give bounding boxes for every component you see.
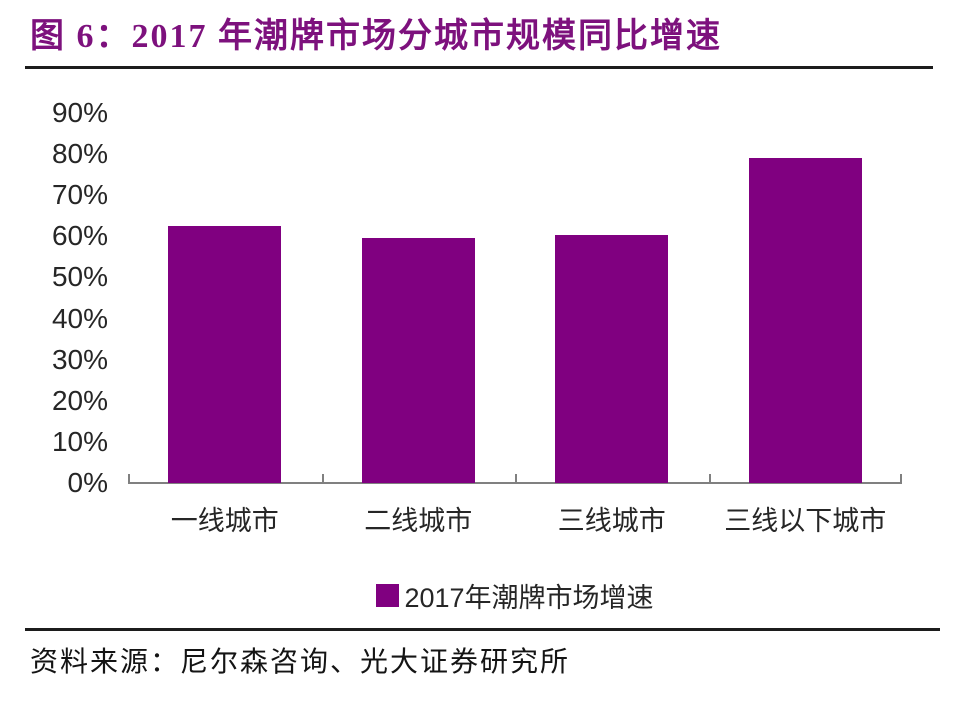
x-axis-label: 二线城市 xyxy=(364,506,473,536)
bar-三线城市 xyxy=(555,235,669,483)
x-axis-line xyxy=(128,482,902,484)
title-divider xyxy=(25,66,933,69)
x-axis-label: 一线城市 xyxy=(170,506,279,536)
x-axis-label: 三线以下城市 xyxy=(724,506,887,536)
bar-一线城市 xyxy=(168,226,282,483)
figure-title: 图 6：2017 年潮牌市场分城市规模同比增速 xyxy=(30,18,722,55)
y-axis-tick-label: 0% xyxy=(67,467,108,498)
plot-area xyxy=(128,113,902,484)
source-divider xyxy=(25,628,940,631)
x-axis-tick xyxy=(900,474,902,483)
x-axis-tick xyxy=(128,474,130,483)
legend: 2017年潮牌市场增速 xyxy=(128,576,902,615)
x-axis-labels: 一线城市 二线城市 三线城市 三线以下城市 xyxy=(128,499,902,538)
bar-二线城市 xyxy=(361,238,475,483)
x-axis-tick xyxy=(708,474,711,483)
y-axis-tick-label: 70% xyxy=(51,179,108,211)
y-axis-tick-label: 60% xyxy=(51,220,108,252)
y-axis-tick-label: 10% xyxy=(51,425,108,457)
y-axis-tick-label: 40% xyxy=(51,302,108,334)
y-axis-tick-label: 80% xyxy=(51,138,108,170)
y-axis-tick-label: 50% xyxy=(51,261,108,293)
bar-三线以下城市 xyxy=(748,158,862,483)
x-axis-tick xyxy=(321,474,324,483)
legend-swatch xyxy=(376,584,400,607)
x-axis-tick xyxy=(515,474,517,483)
y-axis-tick-label: 30% xyxy=(51,343,108,375)
x-axis-label: 三线城市 xyxy=(557,506,666,536)
y-axis-tick-label: 20% xyxy=(51,384,108,416)
y-axis-tick-label: 90% xyxy=(51,97,108,128)
legend-label: 2017年潮牌市场增速 xyxy=(404,583,654,613)
source-note: 资料来源：尼尔森咨询、光大证券研究所 xyxy=(30,647,571,678)
